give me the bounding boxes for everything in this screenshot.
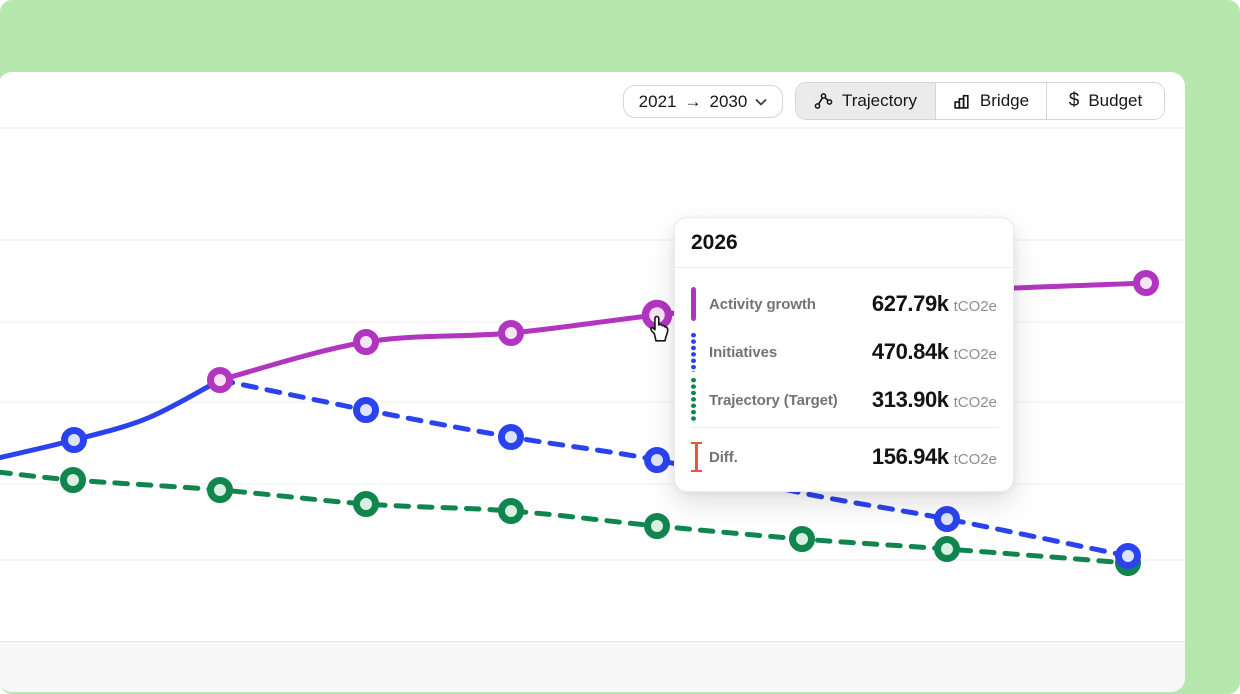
trajectory-target-marker[interactable] (60, 467, 86, 493)
bar-chart-icon (953, 92, 971, 110)
chart-tooltip: 2026 Activity growth 627.79k tCO2e Initia… (674, 217, 1014, 492)
trajectory-target-line (0, 469, 1131, 566)
initiatives-swatch-icon (691, 332, 709, 372)
tooltip-value: 627.79k (871, 291, 949, 316)
dollar-icon: $ (1068, 90, 1080, 111)
diff-range-icon (691, 442, 709, 472)
initiatives-projection-marker[interactable] (934, 506, 960, 532)
range-from: 2021 (638, 91, 677, 111)
initiatives-actuals-marker[interactable] (61, 427, 87, 453)
tab-budget-label: Budget (1088, 91, 1143, 110)
tooltip-label: Diff. (709, 448, 738, 466)
tooltip-row-initiatives: Initiatives 470.84k tCO2e (691, 328, 997, 376)
activity-growth-marker[interactable] (353, 329, 379, 355)
initiatives-actuals-line (0, 377, 223, 461)
trajectory-target-marker[interactable] (498, 498, 524, 524)
tooltip-value: 313.90k (871, 387, 949, 412)
trajectory-target-marker[interactable] (934, 536, 960, 562)
range-to: 2030 (709, 91, 748, 111)
trajectory-target-marker[interactable] (789, 526, 815, 552)
activity-growth-marker-hovered[interactable] (641, 299, 673, 331)
activity-growth-swatch-icon (691, 287, 709, 321)
trajectory-chart[interactable] (0, 72, 1185, 641)
tab-trajectory-label: Trajectory (842, 91, 917, 110)
year-range-selector[interactable]: 2021 → 2030 (623, 85, 783, 118)
tooltip-value: 156.94k (871, 444, 949, 469)
trajectory-line-icon (814, 92, 833, 110)
trajectory-target-marker[interactable] (207, 477, 233, 503)
tooltip-unit: tCO2e (953, 394, 997, 411)
tab-bridge[interactable]: Bridge (935, 83, 1046, 119)
tab-bridge-label: Bridge (979, 91, 1030, 110)
chart-card: 2021 → 2030 Trajectory (0, 72, 1185, 692)
tooltip-label: Activity growth (709, 295, 816, 313)
initiatives-projection-marker[interactable] (644, 447, 670, 473)
tab-trajectory[interactable]: Trajectory (796, 83, 935, 119)
activity-growth-marker[interactable] (498, 320, 524, 346)
tooltip-divider (691, 427, 999, 428)
tooltip-label: Trajectory (Target) (709, 391, 838, 409)
tooltip-unit: tCO2e (953, 451, 997, 468)
view-mode-tabs: Trajectory Bridge $ Budget (795, 82, 1165, 120)
chevron-down-icon (755, 98, 767, 106)
tooltip-row-diff: Diff. 156.94k tCO2e (691, 429, 997, 485)
tooltip-value: 470.84k (871, 339, 949, 364)
initiatives-projection-marker[interactable] (1115, 543, 1141, 569)
trajectory-target-marker[interactable] (644, 513, 670, 539)
initiatives-projection-marker[interactable] (353, 397, 379, 423)
arrow-right-icon: → (684, 91, 702, 111)
tooltip-row-activity-growth: Activity growth 627.79k tCO2e (691, 280, 997, 328)
tab-budget[interactable]: $ Budget (1046, 83, 1164, 119)
activity-growth-marker[interactable] (1133, 270, 1159, 296)
tooltip-unit: tCO2e (953, 346, 997, 363)
trajectory-target-swatch-icon (691, 377, 709, 423)
initiatives-projection-marker[interactable] (498, 424, 524, 450)
tooltip-unit: tCO2e (953, 298, 997, 315)
tooltip-row-trajectory-target: Trajectory (Target) 313.90k tCO2e (691, 376, 997, 424)
tooltip-label: Initiatives (709, 343, 778, 361)
trajectory-target-marker[interactable] (353, 491, 379, 517)
activity-growth-marker[interactable] (207, 367, 233, 393)
card-footer (0, 641, 1185, 692)
tooltip-year-title: 2026 (675, 218, 1013, 268)
